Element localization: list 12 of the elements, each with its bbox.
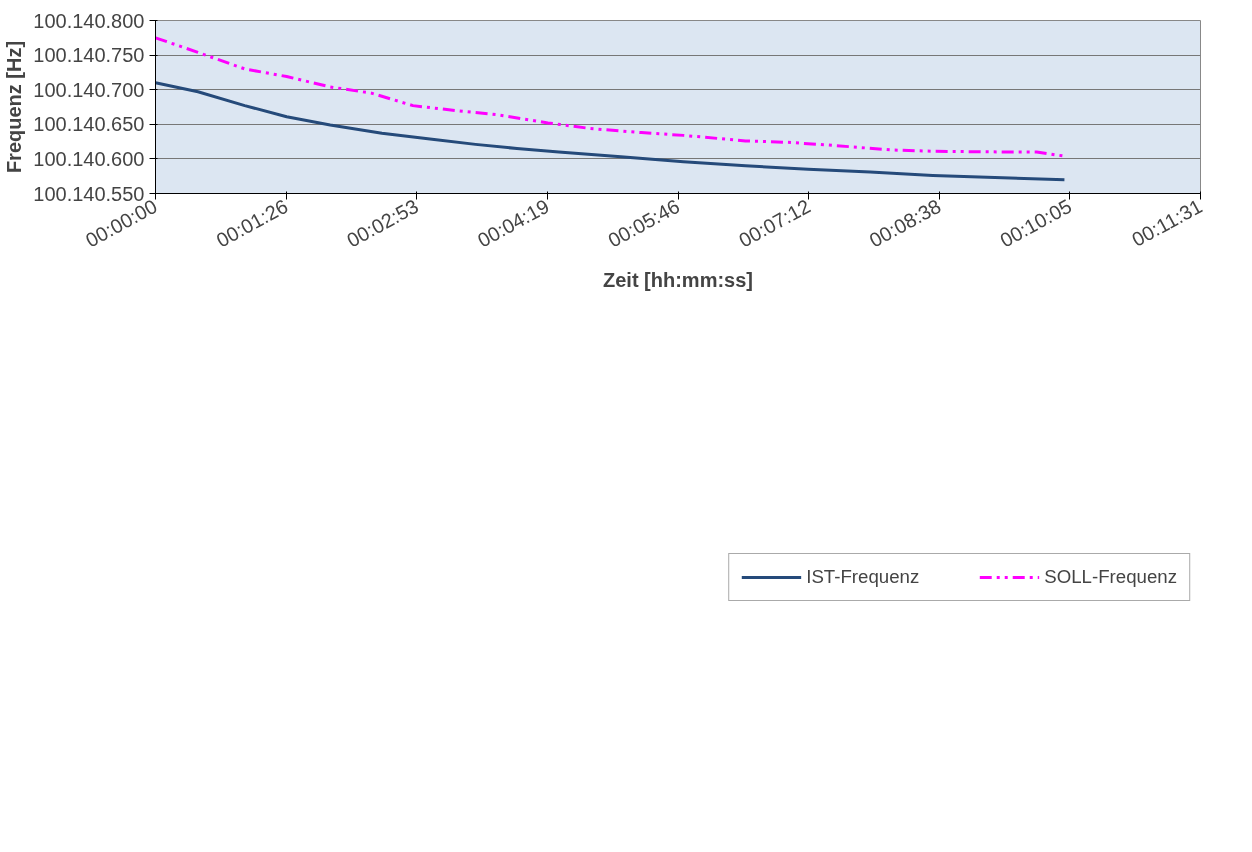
y-tick-label: 100.140.650: [33, 113, 145, 136]
line-series: [155, 36, 1066, 158]
y-axis-title: Frequenz [Hz]: [3, 40, 26, 174]
y-tick-label: 100.140.700: [33, 78, 145, 101]
y-tick-label: 100.140.800: [33, 9, 145, 32]
x-axis-title: Zeit [hh:mm:ss]: [603, 269, 753, 292]
y-tick-label: 100.140.550: [33, 182, 145, 205]
y-tick-label: 100.140.750: [33, 44, 145, 67]
y-tick-label: 100.140.600: [33, 147, 145, 170]
line-series: [155, 81, 1066, 182]
legend-label: IST-Frequenz: [806, 566, 920, 588]
legend-label: SOLL-Frequenz: [1044, 566, 1177, 588]
